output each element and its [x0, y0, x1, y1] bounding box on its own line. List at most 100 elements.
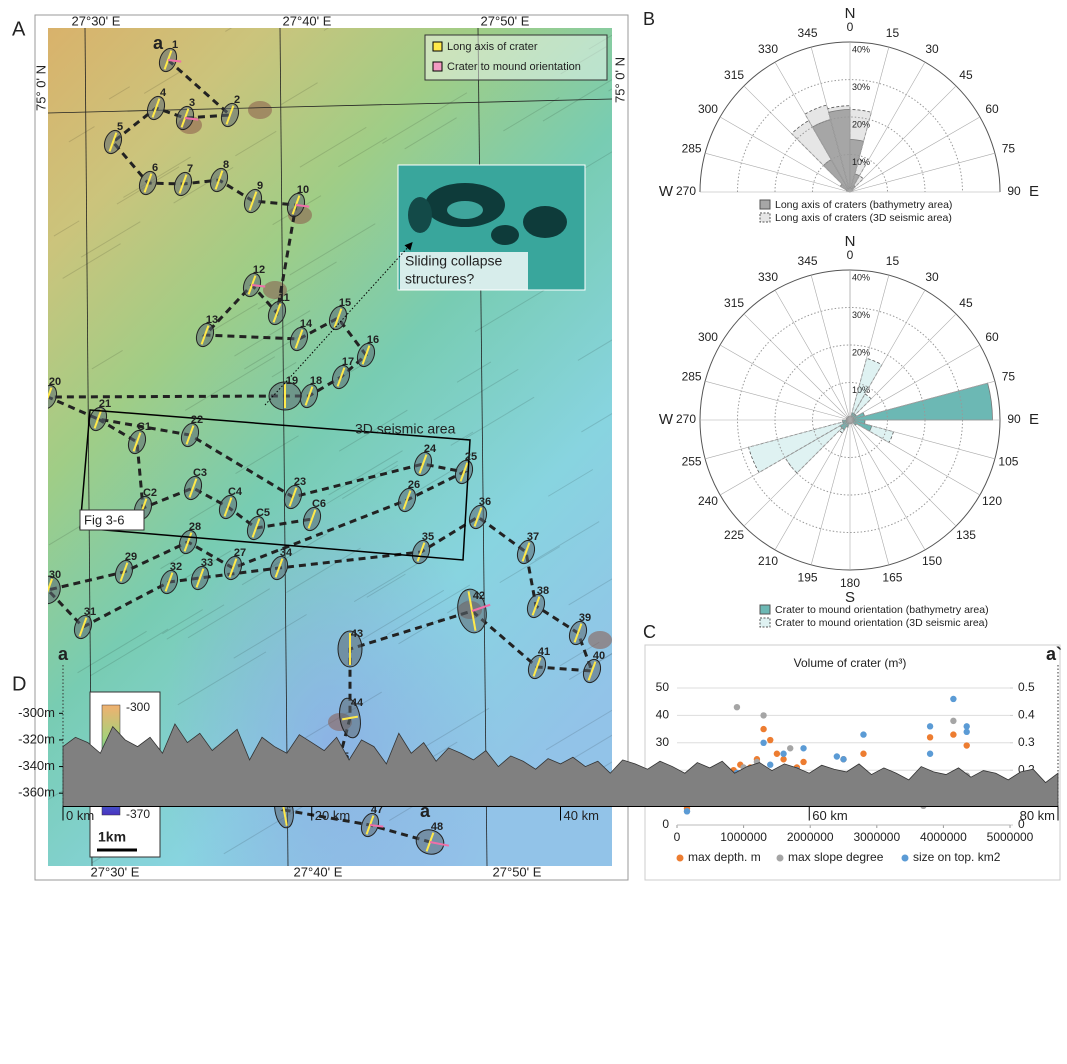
crater-label: 25 [465, 451, 477, 463]
crater-label: 26 [408, 479, 420, 491]
x-tick-label: 4000000 [920, 830, 967, 844]
point [780, 751, 786, 757]
rose-angle-label: 105 [998, 455, 1018, 469]
crater-label: 22 [191, 414, 203, 426]
crater-label: C3 [193, 467, 207, 479]
crater-label: 35 [422, 531, 434, 543]
crater-label: 33 [201, 557, 213, 569]
y-tick-label: -360m [18, 785, 55, 800]
crater-label: C1 [137, 421, 151, 433]
y-tick-label: 30 [656, 735, 670, 749]
y-tick-label: 40 [656, 708, 670, 722]
crater-label: C4 [228, 486, 243, 498]
scatter-frame [645, 645, 1060, 880]
point [767, 737, 773, 743]
compass-label: W [659, 411, 674, 428]
rose-angle-label: 75 [1002, 142, 1016, 156]
crater-label: 29 [125, 551, 137, 563]
compass-label: E [1029, 411, 1039, 428]
rose-spoke [775, 290, 850, 420]
crater-label: 4 [160, 87, 167, 99]
rose-angle-label: 60 [985, 330, 999, 344]
crater-label: C6 [312, 498, 326, 510]
x-tick-label: 5000000 [987, 830, 1034, 844]
rose-angle-label: 0 [847, 248, 854, 262]
crater-label: 31 [84, 606, 96, 618]
crater-label: 17 [342, 356, 354, 368]
point [927, 723, 933, 729]
rose-ring-label: 30% [852, 310, 870, 320]
y-tick-label: 50 [656, 680, 670, 694]
crater-label: 20 [49, 376, 61, 388]
legend-label: Long axis of craters (bathymetry area) [775, 199, 952, 211]
crater-label: 28 [189, 521, 201, 533]
legend-swatch [760, 200, 770, 209]
point [734, 704, 740, 710]
rose-angle-label: 285 [682, 142, 702, 156]
profile-end: a [58, 644, 69, 664]
seismic-area-label: 3D seismic area [355, 421, 456, 437]
point [780, 756, 786, 762]
legend-swatch [433, 42, 442, 51]
y2-tick-label: 0.3 [1018, 735, 1035, 749]
rose-angle-label: 240 [698, 494, 718, 508]
rose-angle-label: 0 [847, 20, 854, 34]
profile-end: a` [1046, 644, 1062, 664]
crater-label: 39 [579, 612, 591, 624]
rose-angle-label: 255 [682, 455, 702, 469]
point [800, 759, 806, 765]
inset-blob [408, 197, 432, 233]
rose-ring-label: 30% [852, 82, 870, 92]
x-tick-label: 1000000 [720, 830, 767, 844]
inset-blob [523, 206, 567, 238]
rose-angle-label: 90 [1007, 412, 1021, 426]
crater-label: 7 [187, 163, 193, 175]
point [950, 696, 956, 702]
lon-label: 27°30' E [72, 13, 121, 28]
crater-label: 14 [300, 318, 313, 330]
point [860, 731, 866, 737]
crater-label: 9 [257, 180, 263, 192]
rose-spoke [850, 153, 995, 192]
rose-angle-label: 150 [922, 554, 942, 568]
point [767, 762, 773, 768]
rose-ring-label: 40% [852, 272, 870, 282]
legend-label: Long axis of crater [447, 41, 538, 53]
crater-label: 44 [351, 697, 364, 709]
scale-label: 1km [98, 829, 126, 845]
rose-spoke [850, 420, 995, 459]
y-tick-label: -320m [18, 731, 55, 746]
y2-tick-label: 0.4 [1018, 708, 1035, 722]
point [760, 740, 766, 746]
rose-angle-label: 195 [798, 571, 818, 585]
rose-angle-label: 45 [959, 68, 973, 82]
rose-angle-label: 270 [676, 184, 696, 198]
profile-end: a [153, 33, 164, 53]
crater-label: 37 [527, 531, 539, 543]
rose-angle-label: 135 [956, 528, 976, 542]
point [834, 753, 840, 759]
point [950, 731, 956, 737]
x-tick-label: 0 [674, 830, 681, 844]
rose-angle-label: 330 [758, 42, 778, 56]
compass-label: E [1029, 183, 1039, 200]
rose-angle-label: 210 [758, 554, 778, 568]
point [860, 751, 866, 757]
inset-blob [491, 225, 519, 245]
crater-label: 23 [294, 476, 306, 488]
y2-tick-label: 0.5 [1018, 680, 1035, 694]
point [964, 729, 970, 735]
panel-label: C [643, 622, 656, 642]
legend-label: Crater to mound orientation [447, 61, 581, 73]
rose-angle-label: 30 [925, 270, 939, 284]
x-tick-label: 0 km [66, 808, 94, 823]
rose-angle-label: 330 [758, 270, 778, 284]
rose-angle-label: 15 [886, 26, 900, 40]
rose-angle-label: 60 [985, 102, 999, 116]
crater-label: 42 [473, 590, 485, 602]
legend-swatch [760, 618, 770, 627]
crater-label: 16 [367, 334, 379, 346]
rose-angle-label: 120 [982, 494, 1002, 508]
rose-angle-label: 300 [698, 102, 718, 116]
rose-angle-label: 30 [925, 42, 939, 56]
